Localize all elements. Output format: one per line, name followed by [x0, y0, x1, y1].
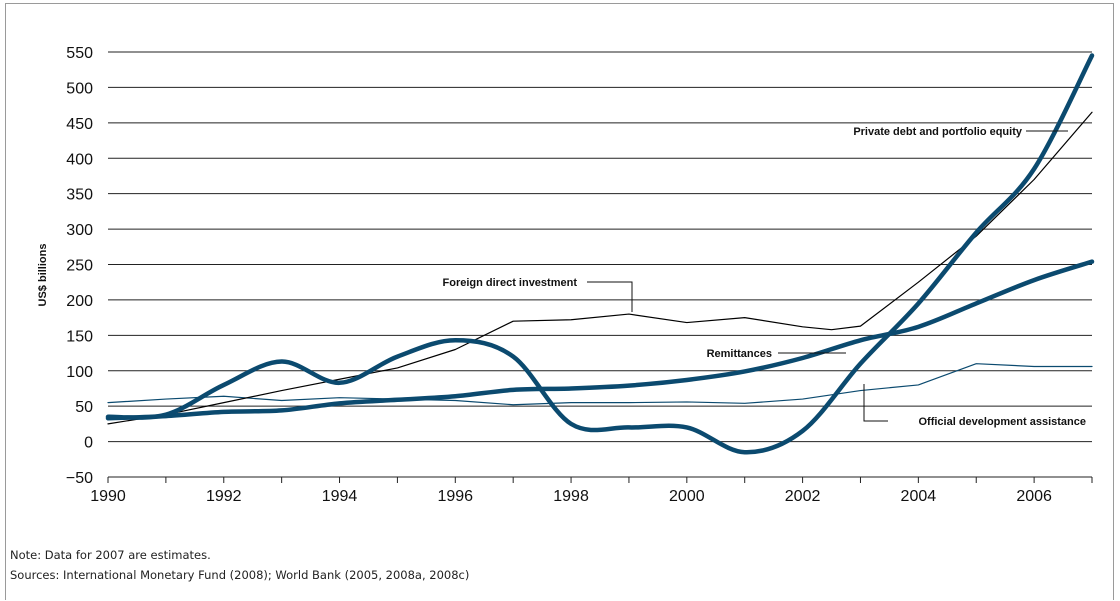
x-tick-label: 2006	[1016, 488, 1052, 505]
label-oda: Official development assistance	[918, 416, 1086, 428]
y-axis-label: US$ billions	[37, 244, 49, 307]
series-line-official-development-assistance	[107, 363, 1093, 406]
label-private-debt: Private debt and portfolio equity	[853, 126, 1023, 138]
y-tick-label: 50	[75, 399, 93, 416]
annotations: Private debt and portfolio equity Foreign…	[443, 126, 1086, 428]
x-tick-label: 1992	[206, 488, 242, 505]
y-tick-label: 350	[66, 187, 93, 204]
note-text: Note: Data for 2007 are estimates.	[10, 548, 211, 562]
x-tick-label: 1996	[437, 488, 473, 505]
y-tick-label: 200	[66, 293, 93, 310]
leader-fdi	[587, 281, 633, 312]
x-tick-label: 1994	[322, 488, 358, 505]
y-tick-label: 0	[84, 435, 93, 452]
y-tick-label: −50	[66, 470, 93, 487]
y-tick-label: 150	[66, 328, 93, 345]
x-axis: 1990 1992 1994 1996 1998 2000 2002 2004 2006	[90, 477, 1093, 505]
gridlines	[108, 51, 1092, 478]
y-tick-label: 550	[66, 45, 93, 62]
label-fdi: Foreign direct investment	[443, 277, 578, 289]
y-tick-label: 400	[66, 151, 93, 168]
series-lines	[105, 53, 1095, 455]
x-tick-label: 2000	[669, 488, 705, 505]
y-tick-label: 450	[66, 116, 93, 133]
series-line-foreign-direct-investment	[107, 111, 1093, 425]
chart-frame	[5, 3, 1114, 600]
x-tick-label: 2002	[785, 488, 821, 505]
series-line-remittances	[105, 259, 1095, 421]
leader-oda	[863, 384, 888, 422]
x-tick-label: 1998	[553, 488, 589, 505]
y-axis-ticks: −50 0 50 100 150 200 250 300 350 400 450 500 550	[66, 45, 93, 487]
y-tick-label: 250	[66, 258, 93, 275]
y-tick-label: 300	[66, 222, 93, 239]
x-tick-label: 1990	[90, 488, 126, 505]
sources-text: Sources: International Monetary Fund (20…	[10, 568, 470, 582]
y-tick-label: 500	[66, 80, 93, 97]
series-line-private-debt-and-portfolio-equity	[105, 53, 1095, 455]
x-tick-label: 2004	[901, 488, 937, 505]
label-remittances: Remittances	[707, 348, 772, 360]
y-tick-label: 100	[66, 364, 93, 381]
